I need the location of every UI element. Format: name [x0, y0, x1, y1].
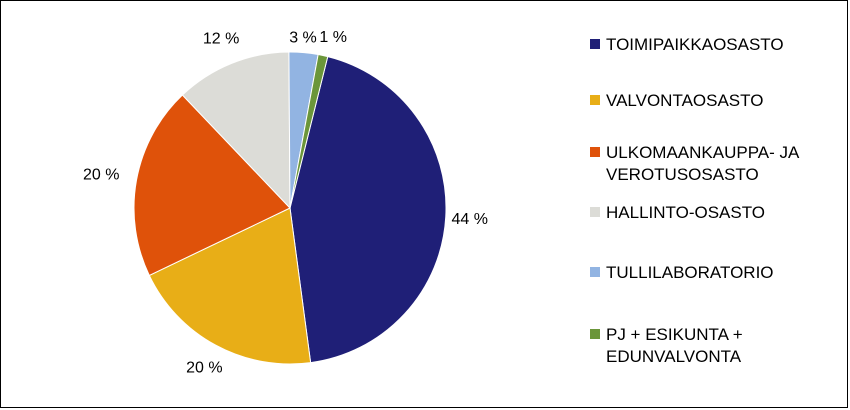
legend-swatch-4 — [590, 207, 600, 217]
slice-value-label-4: 12 % — [203, 30, 239, 47]
legend-label-4: HALLINTO-OSASTO — [606, 203, 765, 222]
legend-label-2: VALVONTAOSASTO — [606, 91, 763, 110]
slice-value-label-5: 3 % — [289, 30, 317, 47]
slice-value-label-3: 20 % — [83, 166, 119, 183]
legend-swatch-6 — [590, 329, 600, 339]
slice-value-label-1: 44 % — [451, 211, 487, 228]
pie-slices — [133, 51, 447, 365]
legend-label-6: PJ + ESIKUNTA + EDUNVALVONTA — [606, 325, 743, 366]
pie-data-labels: 44 % 20 % 20 % 12 % 3 % 1 % — [83, 29, 488, 376]
legend-swatch-3 — [590, 147, 600, 157]
pie-slice-2 — [148, 207, 312, 365]
legend-label-5: TULLILABORATORIO — [606, 263, 774, 282]
pie-slice-1 — [289, 56, 447, 364]
legend-swatch-5 — [590, 267, 600, 277]
legend-label-1: TOIMIPAIKKAOSASTO — [606, 35, 784, 54]
pie-slice-4 — [181, 51, 291, 210]
legend-swatch-2 — [590, 95, 600, 105]
pie-slice-3 — [133, 94, 291, 277]
legend: TOIMIPAIKKAOSASTO VALVONTAOSASTO ULKOMAANK… — [590, 35, 800, 366]
legend-label-3: ULKOMAANKAUPPA- JA VEROTUSOSASTO — [606, 143, 800, 184]
slice-value-label-2: 20 % — [186, 359, 222, 376]
slice-value-label-6: 1 % — [319, 29, 347, 46]
legend-swatch-1 — [590, 39, 600, 49]
pie-slice-6 — [289, 53, 329, 209]
